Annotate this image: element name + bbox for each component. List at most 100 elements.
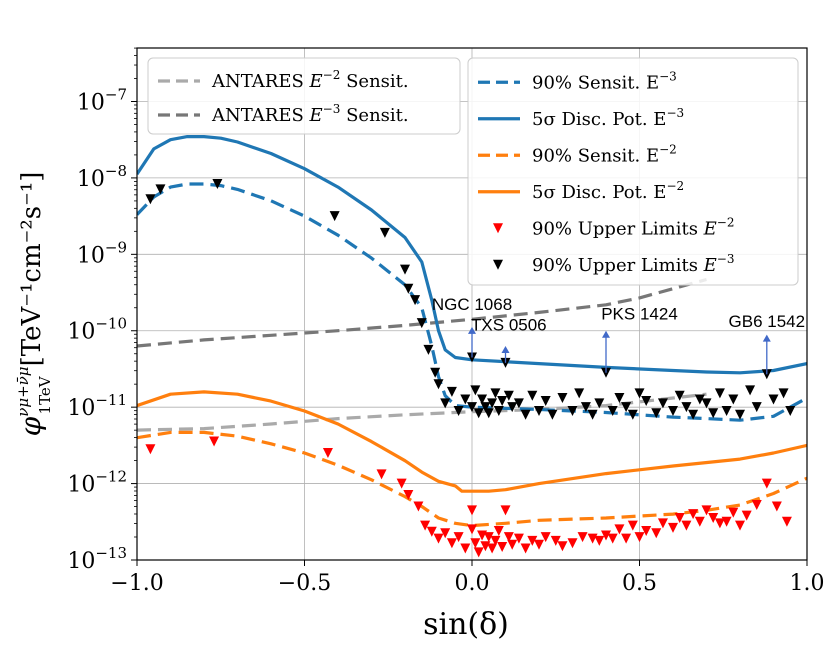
upper-limit-e3-marker [728,394,739,405]
upper-limit-e2-marker [614,524,625,535]
upper-limit-e2-marker [701,505,712,516]
annotation-arrow-head [501,346,510,354]
series-line-1 [137,277,707,348]
source-label: PKS 1424 [601,304,678,323]
upper-limit-e3-marker [574,388,585,399]
y-tick-label: 10−8 [77,162,127,192]
upper-limit-e2-marker [688,509,699,520]
series-line-3 [137,135,807,375]
upper-limit-e3-marker [520,409,531,420]
upper-limit-e2-marker [403,490,414,501]
upper-limit-e2-marker [721,516,732,527]
upper-limit-e3-marker [497,396,508,407]
legend-main-frame [467,57,799,286]
y-tick-label: 10−12 [67,468,127,498]
upper-limit-e2-marker [145,444,156,455]
upper-limit-e2-marker [500,505,511,516]
upper-limit-e2-marker [771,501,782,512]
y-axis-label-sub: 1TeV [36,375,54,414]
upper-limit-e2-marker [751,499,762,510]
upper-limit-e2-marker [550,535,561,546]
series-line-2 [137,182,807,422]
y-tick-label: 10−11 [67,391,127,421]
upper-limit-e3-marker [580,402,591,413]
annotation-arrow-head [602,330,610,338]
upper-limit-e3-marker [714,388,725,399]
x-tick-label: −0.5 [278,571,331,596]
upper-limit-e2-marker [426,526,437,537]
source-label: NGC 1068 [432,295,512,314]
series-line-0 [137,392,707,432]
upper-limit-e2-marker [674,512,685,523]
upper-limit-e2-marker [209,436,220,447]
upper-limit-e3-marker [778,388,789,399]
x-axis-label: sin(δ) [423,607,509,642]
upper-limit-e2-marker [446,538,457,549]
source-label: TXS 0506 [471,316,547,335]
upper-limit-e3-marker [212,179,223,190]
upper-limit-e3-marker [735,409,745,420]
upper-limit-e2-marker [534,539,544,550]
upper-limit-e3-marker [594,398,605,409]
y-tick-label: 10−9 [77,238,127,268]
legend-antares-label: ANTARES E−2 Sensit. [211,68,409,92]
upper-limit-e3-marker [460,394,471,405]
upper-limit-e3-marker [423,344,434,355]
upper-limit-e2-marker [681,520,692,531]
upper-limit-e2-marker [607,533,618,544]
upper-limit-e2-marker [420,520,431,531]
upper-limit-e3-marker [540,396,551,407]
upper-limit-e2-marker [396,478,407,489]
upper-limit-e2-marker [473,547,484,558]
upper-limit-e2-marker [487,543,498,554]
upper-limit-e2-marker [470,538,481,549]
upper-limit-e2-marker [453,532,464,543]
upper-limit-e3-marker [745,385,756,396]
upper-limit-e2-marker [467,524,477,535]
upper-limit-e3-marker [453,405,464,416]
upper-limit-e3-marker [614,392,625,403]
upper-limit-e2-marker [490,535,501,546]
legend-main-marker [493,259,503,270]
upper-limit-e3-marker [785,405,796,416]
legend-main-label: 90% Upper Limits E−2 [532,215,735,239]
legend-antares: ANTARES E−2 Sensit. ANTARES E−3 Sensit. [147,57,461,135]
legend-main-label: 5σ Disc. Pot. E−2 [532,179,684,203]
upper-limit-e2-marker [527,535,538,546]
upper-limit-e2-marker [761,478,772,489]
upper-limit-e3-marker [587,409,598,420]
upper-limit-e2-marker [513,533,524,544]
upper-limit-markers [145,179,796,558]
y-axis-label-sup: νμ+ν̄μ [14,366,32,416]
upper-limit-e3-marker [513,398,524,409]
upper-limit-e3-marker [701,398,712,409]
upper-limit-e2-marker [540,532,551,543]
upper-limit-e3-marker [547,409,558,420]
legend-antares-frame [147,57,461,135]
upper-limit-e3-marker [493,405,504,416]
upper-limit-e3-marker [634,388,645,399]
upper-limit-e3-marker [403,283,414,294]
upper-limit-e3-marker [470,385,481,396]
annotation-arrow-head [762,334,771,342]
upper-limit-e3-marker [446,386,457,397]
upper-limit-e3-marker [651,408,662,419]
upper-limit-e3-marker [681,402,692,413]
legend-main: 90% Sensit. E−3 5σ Disc. Pot. E−3 90% Sens… [467,57,799,286]
upper-limit-e2-marker [493,525,504,536]
legend-main-label: 90% Upper Limits E−3 [532,252,735,276]
upper-limit-e3-marker [480,402,491,413]
upper-limit-e3-marker [379,227,390,238]
upper-limit-e3-marker [490,388,501,399]
upper-limit-e3-marker [473,408,484,419]
legend-antares-label: ANTARES E−3 Sensit. [211,102,409,126]
upper-limit-e2-marker [503,532,514,543]
legend-main-label: 5σ Disc. Pot. E−3 [532,106,684,130]
upper-limit-e2-marker [668,522,678,533]
upper-limit-e3-marker [440,398,451,409]
upper-limit-e2-marker [507,539,518,550]
y-axis-label: φνμ+ν̄μ 1TeV [TeV⁻¹cm⁻²s⁻¹] [14,172,54,437]
upper-limit-e2-marker [557,541,568,552]
upper-limit-e3-marker [674,390,685,401]
